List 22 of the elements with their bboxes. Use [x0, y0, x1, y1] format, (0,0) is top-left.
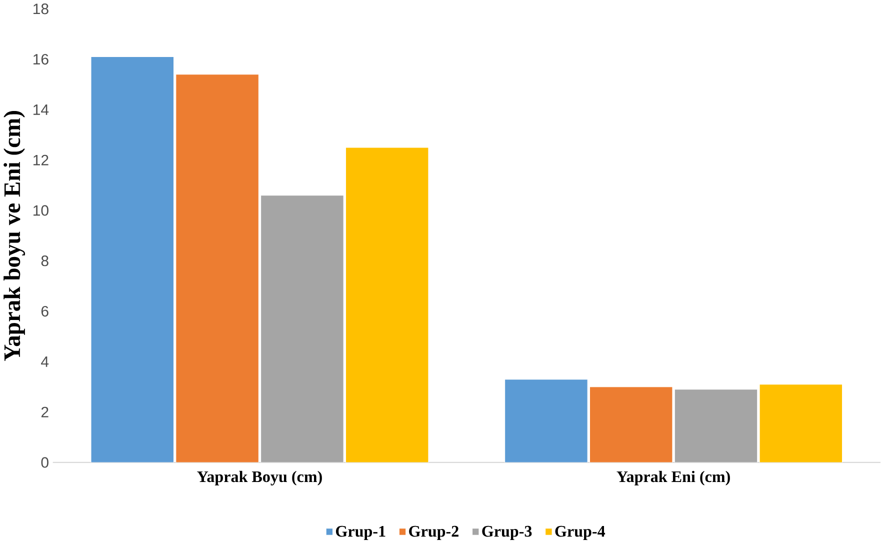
- y-tick-label: 6: [41, 306, 48, 316]
- y-tick-label: 14: [34, 104, 49, 115]
- bar: [504, 378, 588, 462]
- y-tick-label: 0: [41, 456, 48, 468]
- legend-label: Grup-1: [336, 526, 386, 540]
- bar: [345, 146, 429, 462]
- y-axis-title: Yaprak boyu ve Eni (cm): [4, 110, 26, 361]
- legend-label: Grup-4: [555, 526, 606, 540]
- bar: [759, 384, 843, 462]
- y-tick-label: 8: [41, 255, 48, 266]
- y-tick-label: 10: [34, 204, 48, 216]
- y-tick-label: 12: [34, 154, 48, 166]
- y-tick-label: 2: [41, 406, 48, 418]
- x-tick-label: Yaprak Boyu (cm): [197, 470, 322, 486]
- legend-label: Grup-2: [409, 526, 458, 540]
- bar: [589, 386, 673, 462]
- bar: [176, 74, 259, 462]
- y-tick-label: 16: [34, 54, 48, 64]
- legend-label: Grup-3: [482, 526, 532, 540]
- y-tick-label: 4: [41, 356, 49, 367]
- y-tick-label: 18: [34, 3, 48, 14]
- x-tick-label: Yaprak Eni (cm): [616, 470, 730, 486]
